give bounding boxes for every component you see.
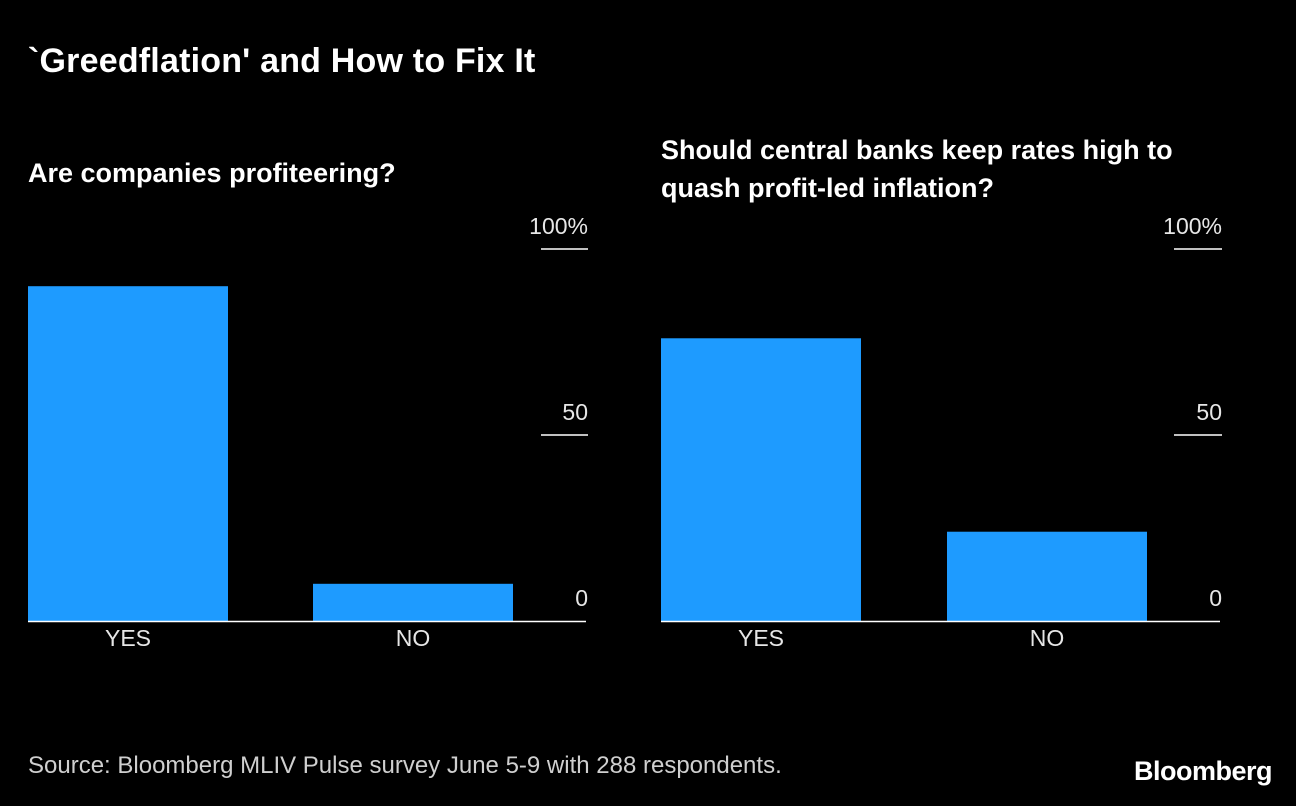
left-bar-no [313,583,513,621]
left-ytick-label-0: 0 [575,585,588,611]
left-bar-yes [28,286,228,621]
right-ytick-label-50: 50 [1196,399,1222,425]
bloomberg-logo: Bloomberg [1133,756,1273,786]
source-note: Source: Bloomberg MLIV Pulse survey June… [28,752,782,779]
right-bar-no [947,531,1147,621]
chart-title: `Greedflation' and How to Fix It [28,42,536,80]
left-chart-subtitle: Are companies profiteering? [28,158,396,188]
right-chart-subtitle: Should central banks keep rates high to … [661,135,1173,203]
left-category-label-yes: YES [105,625,151,651]
left-ytick-label-100: 100% [529,213,588,239]
right-bar-yes [661,338,861,621]
right-category-label-yes: YES [738,625,784,651]
right-category-label-no: NO [1030,625,1065,651]
right-ytick-label-100: 100% [1163,213,1222,239]
left-category-label-no: NO [396,625,431,651]
right-ytick-label-0: 0 [1209,585,1222,611]
left-ytick-label-50: 50 [562,399,588,425]
